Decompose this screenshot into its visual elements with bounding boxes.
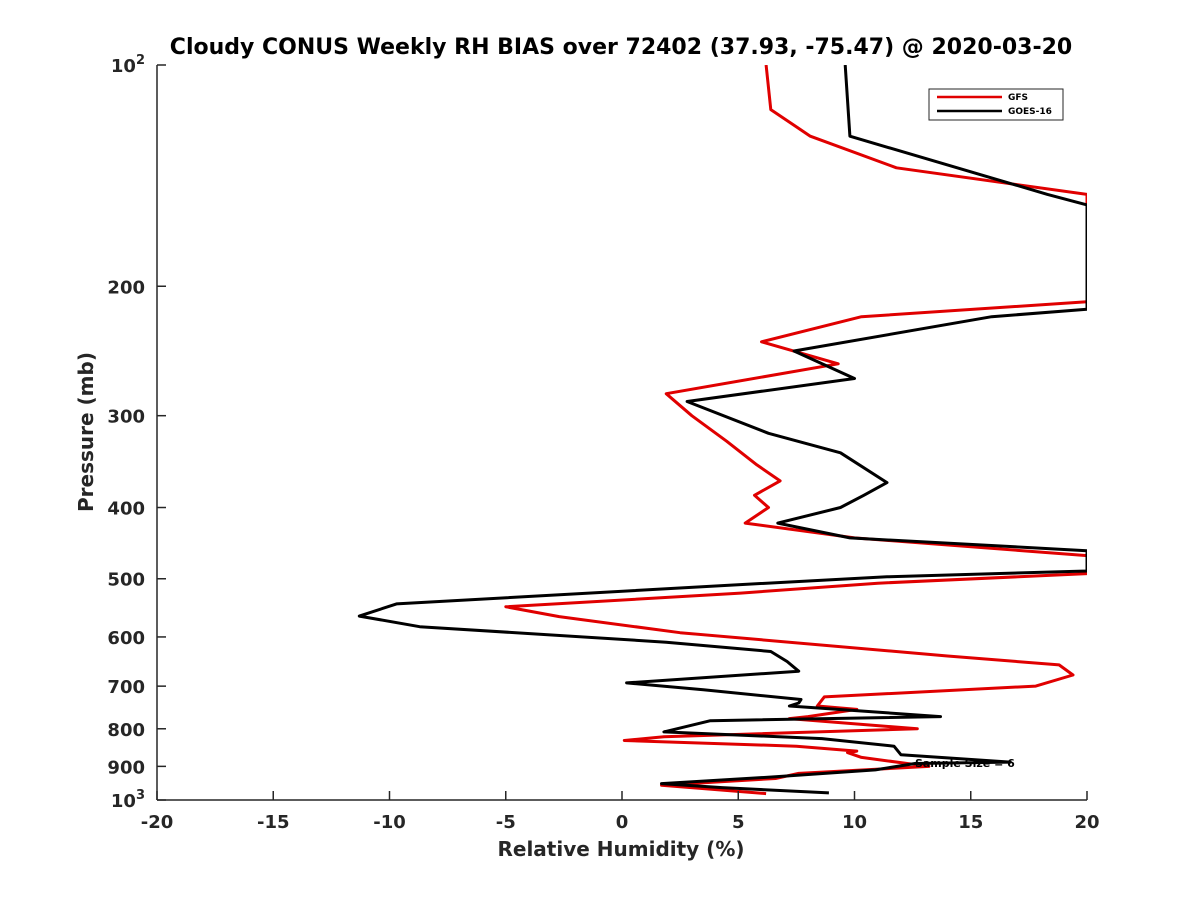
annotations: Sample Size = 6: [915, 757, 1015, 770]
y-tick-label: 900: [107, 757, 145, 778]
y-tick-label: 200: [107, 277, 145, 298]
legend-label-goes-16: GOES-16: [1008, 107, 1052, 117]
y-tick-label: 300: [107, 407, 145, 428]
y-tick-label: 103: [111, 788, 145, 812]
y-tick-label: 400: [107, 499, 145, 520]
y-tick-label: 102: [111, 53, 145, 77]
legend: GFS GOES-16: [928, 88, 1064, 121]
legend-box: [928, 88, 1064, 121]
chart-title: Cloudy CONUS Weekly RH BIAS over 72402 (…: [170, 35, 1072, 60]
x-axis-ticks: -20 -15 -10 -5 0 5 10 15 20: [141, 791, 1100, 833]
x-tick-label: 15: [958, 812, 983, 833]
legend-label-gfs: GFS: [1008, 93, 1028, 103]
x-tick-label: -10: [373, 812, 406, 833]
y-tick-label: 600: [107, 628, 145, 649]
y-axis-label: Pressure (mb): [74, 352, 98, 512]
y-tick-label: 500: [107, 570, 145, 591]
series-line-goes-16: [357, 65, 1087, 795]
y-axis-ticks: 102 200 300 400 500 600 700 800 900 103: [107, 53, 166, 812]
x-tick-label: -5: [496, 812, 516, 833]
x-axis-label: Relative Humidity (%): [497, 837, 744, 861]
x-tick-label: 5: [732, 812, 745, 833]
y-tick-label: 700: [107, 677, 145, 698]
series-layer: [357, 65, 1087, 796]
x-tick-label: 0: [616, 812, 629, 833]
series-line-gfs: [504, 65, 1087, 796]
y-tick-label: 800: [107, 720, 145, 741]
x-tick-label: -20: [141, 812, 174, 833]
x-tick-label: 20: [1074, 812, 1099, 833]
sample-size-annotation: Sample Size = 6: [915, 757, 1015, 770]
x-tick-label: -15: [257, 812, 290, 833]
x-tick-label: 10: [842, 812, 867, 833]
